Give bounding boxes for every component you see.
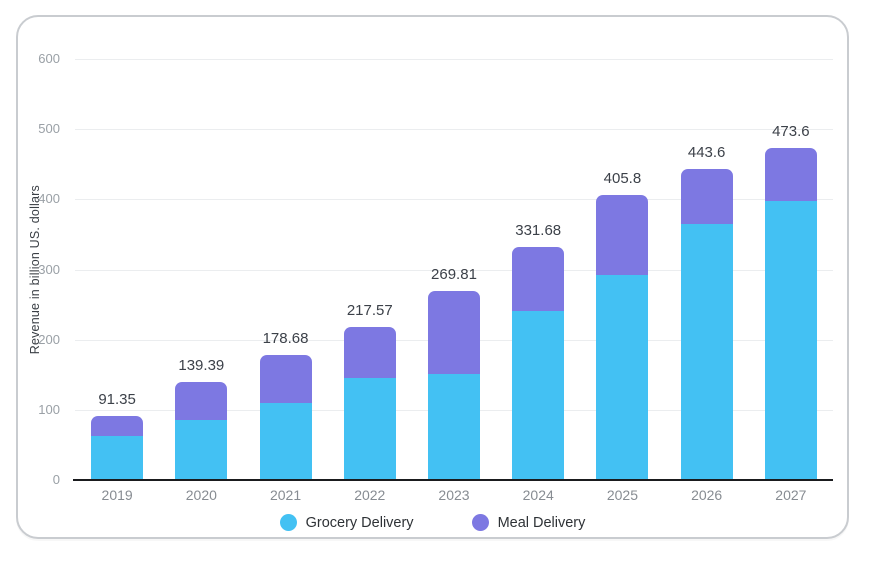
- bar-value-label: 91.35: [98, 390, 136, 408]
- x-tick-label-2025: 2025: [606, 487, 638, 503]
- legend-item-meal-delivery[interactable]: Meal Delivery: [471, 514, 586, 531]
- bar-segment-grocery-delivery[interactable]: [259, 402, 312, 480]
- y-axis-ticks: 0 100 200 300 400 500 600: [18, 51, 68, 487]
- legend-item-grocery-delivery[interactable]: Grocery Delivery: [279, 514, 414, 531]
- bar-segment-grocery-delivery[interactable]: [175, 420, 228, 480]
- bar-value-label: 269.81: [431, 265, 477, 283]
- y-tick-label-200: 200: [38, 331, 60, 347]
- chart-card: Revenue in billion US. dollars 0 100 200 30…: [16, 15, 849, 539]
- bar-value-label: 331.68: [515, 222, 562, 240]
- x-tick-label-2019: 2019: [101, 487, 133, 503]
- bar-segment-meal-delivery[interactable]: [764, 147, 817, 201]
- bar-column-2019: 91.35: [75, 59, 159, 480]
- bar-segment-meal-delivery[interactable]: [259, 354, 312, 403]
- legend: Grocery Delivery Meal Delivery: [18, 514, 847, 531]
- bars-container: 91.35 139.39 178.68 217.57 269.81 331.68 405.8…: [75, 59, 833, 480]
- bar-column-2024: 331.68: [496, 59, 580, 480]
- legend-label-meal-delivery: Meal Delivery: [497, 514, 586, 531]
- gridline-300: [75, 269, 833, 271]
- x-tick-label-2020: 2020: [185, 487, 217, 503]
- x-tick-label-2023: 2023: [438, 487, 470, 503]
- bar-stack-2020[interactable]: [175, 382, 228, 480]
- legend-swatch-meal-delivery: [471, 514, 489, 531]
- bar-column-2026: 443.6: [665, 59, 749, 480]
- legend-swatch-grocery-delivery: [279, 514, 297, 531]
- bar-segment-meal-delivery[interactable]: [91, 415, 144, 436]
- bar-value-label: 473.6: [772, 122, 810, 140]
- x-tick-label-2021: 2021: [269, 487, 302, 503]
- x-tick-label-2024: 2024: [522, 487, 554, 503]
- bar-value-label: 139.39: [178, 357, 225, 375]
- x-axis-line: [73, 479, 833, 481]
- bar-segment-grocery-delivery[interactable]: [764, 200, 817, 480]
- plot-area: 91.35 139.39 178.68 217.57 269.81 331.68 405.8…: [73, 59, 833, 481]
- gridline-400: [75, 199, 833, 201]
- bar-stack-2021[interactable]: [259, 354, 312, 480]
- x-axis-labels: 2019 2020 2021 2022 2023 2024 2025 2026 2027: [75, 487, 833, 503]
- bar-stack-2025[interactable]: [596, 195, 649, 480]
- bar-column-2023: 269.81: [412, 59, 496, 480]
- bar-stack-2024[interactable]: [512, 247, 565, 480]
- bar-segment-grocery-delivery[interactable]: [427, 374, 480, 480]
- bar-value-label: 217.57: [346, 302, 393, 320]
- bar-value-label: 443.6: [687, 143, 726, 161]
- bar-value-label: 405.8: [603, 170, 642, 188]
- bar-stack-2027[interactable]: [764, 147, 817, 480]
- bar-column-2020: 139.39: [159, 59, 243, 480]
- x-tick-label-2026: 2026: [691, 487, 723, 503]
- bar-segment-grocery-delivery[interactable]: [680, 223, 733, 480]
- bar-segment-grocery-delivery[interactable]: [343, 378, 396, 480]
- y-tick-label-500: 500: [38, 121, 60, 137]
- bar-segment-meal-delivery[interactable]: [175, 382, 228, 421]
- bar-segment-meal-delivery[interactable]: [427, 290, 480, 375]
- y-tick-label-600: 600: [38, 51, 60, 66]
- bar-stack-2026[interactable]: [680, 168, 733, 480]
- y-tick-label-400: 400: [38, 191, 60, 207]
- y-tick-label-300: 300: [38, 261, 60, 277]
- y-tick-label-0: 0: [52, 472, 60, 487]
- gridline-600: [75, 59, 833, 60]
- x-tick-label-2022: 2022: [354, 487, 386, 503]
- bar-segment-meal-delivery[interactable]: [680, 168, 733, 224]
- bar-stack-2023[interactable]: [427, 290, 480, 480]
- bar-segment-meal-delivery[interactable]: [512, 247, 565, 311]
- x-tick-label-2027: 2027: [775, 487, 807, 503]
- bar-segment-grocery-delivery[interactable]: [91, 435, 144, 480]
- bar-value-label: 178.68: [262, 329, 309, 347]
- legend-label-grocery-delivery: Grocery Delivery: [305, 514, 414, 531]
- gridline-500: [75, 129, 833, 131]
- bar-column-2027: 473.6: [749, 59, 833, 480]
- bar-stack-2019[interactable]: [91, 415, 144, 480]
- bar-column-2022: 217.57: [328, 59, 412, 480]
- bar-segment-grocery-delivery[interactable]: [512, 310, 565, 480]
- bar-stack-2022[interactable]: [343, 327, 396, 480]
- bar-column-2025: 405.8: [580, 59, 664, 480]
- y-tick-label-100: 100: [38, 401, 60, 417]
- bar-column-2021: 178.68: [243, 59, 327, 480]
- bar-segment-grocery-delivery[interactable]: [596, 275, 649, 480]
- bar-segment-meal-delivery[interactable]: [343, 327, 396, 379]
- bar-segment-meal-delivery[interactable]: [596, 195, 649, 276]
